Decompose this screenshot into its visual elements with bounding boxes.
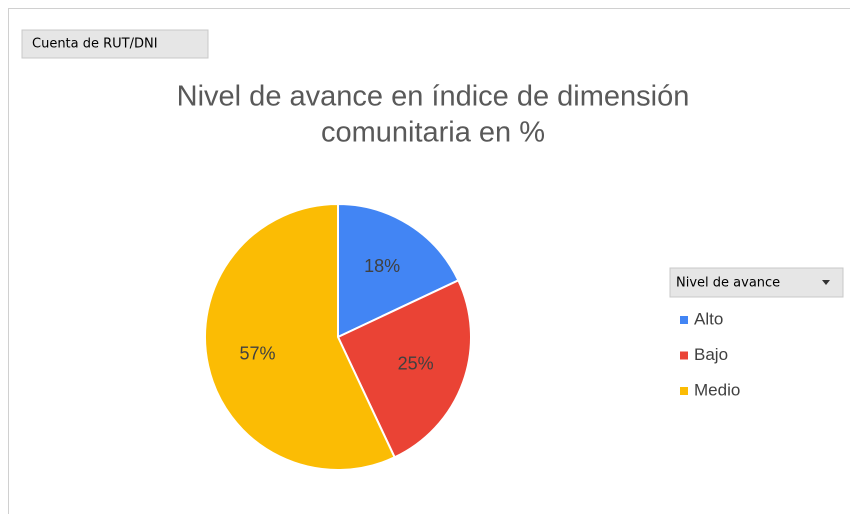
dropdown-arrow (822, 280, 830, 285)
legend-label: Medio (694, 380, 740, 399)
data-label: 18% (364, 256, 400, 276)
data-label: 25% (398, 354, 434, 374)
legend-swatch (680, 387, 688, 395)
field-button-label: Cuenta de RUT/DNI (32, 37, 158, 52)
chart-title: comunitaria en % (321, 117, 545, 149)
legend-swatch (680, 316, 688, 324)
legend-swatch (680, 351, 688, 360)
data-label: 57% (240, 344, 276, 364)
pie-slice (337, 202, 460, 339)
legend-filter-button[interactable] (669, 267, 844, 298)
pie-slice (336, 279, 472, 459)
legend-label: Alto (694, 309, 723, 328)
legend-label: Bajo (694, 345, 728, 364)
chart-title: Nivel de avance en índice de dimensión (177, 81, 690, 113)
field-button[interactable] (21, 29, 209, 59)
pie-slice (204, 202, 396, 471)
legend-title: Nivel de avance (676, 276, 780, 291)
